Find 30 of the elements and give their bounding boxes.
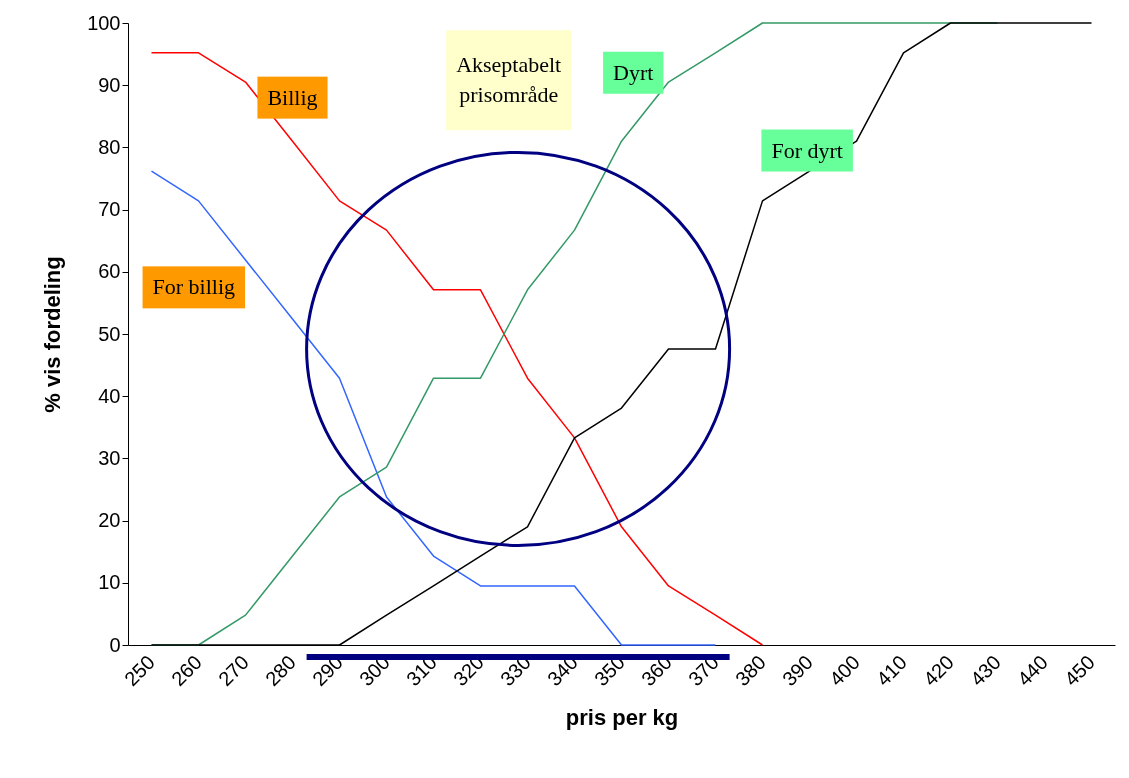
- y-tick-label: 10: [98, 571, 121, 594]
- x-tick-label: 440: [1012, 651, 1053, 691]
- annotation: Akseptabelt prisområde: [456, 52, 562, 108]
- y-tick-label: 20: [98, 509, 121, 532]
- y-tick-label: 60: [98, 260, 121, 283]
- y-tick-label: 30: [98, 446, 121, 469]
- y-tick-label: 80: [98, 135, 121, 158]
- y-tick-label: 90: [98, 73, 121, 96]
- y-tick-label: 0: [109, 633, 121, 656]
- x-axis-title: pris per kg: [565, 705, 679, 731]
- x-tick-label: 250: [119, 651, 160, 691]
- y-tick-label: 50: [98, 322, 121, 345]
- x-tick-label: 390: [777, 651, 818, 691]
- x-tick-label: 280: [260, 651, 301, 691]
- series-label: For dyrt: [771, 137, 843, 163]
- x-tick-label: 410: [871, 651, 912, 691]
- y-axis-title: % vis fordeling: [40, 256, 66, 413]
- y-tick-label: 100: [87, 11, 121, 34]
- x-tick-label: 270: [213, 651, 254, 691]
- x-tick-label: 260: [166, 651, 207, 691]
- x-tick-label: 430: [965, 651, 1006, 691]
- series-label: For billig: [152, 274, 236, 300]
- x-tick-label: 380: [730, 651, 771, 691]
- y-tick-label: 70: [98, 198, 121, 221]
- x-tick-label: 450: [1059, 651, 1100, 691]
- x-tick-label: 420: [918, 651, 959, 691]
- series-label: Billig: [267, 84, 318, 110]
- x-tick-label: 400: [824, 651, 865, 691]
- y-tick-label: 40: [98, 384, 121, 407]
- series-label: Dyrt: [613, 59, 654, 85]
